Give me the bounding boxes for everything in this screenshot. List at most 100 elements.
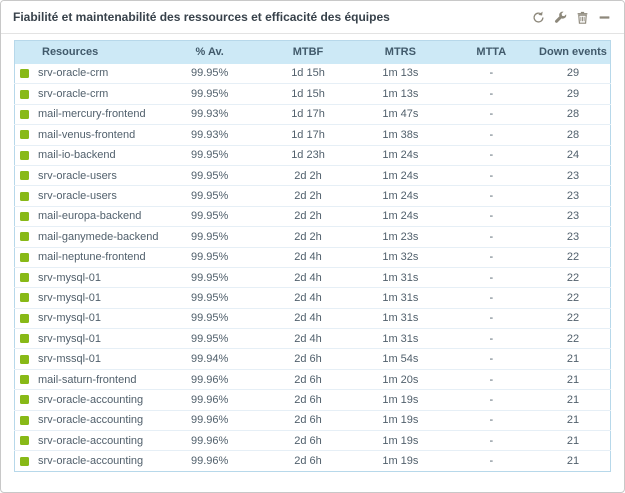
- name-cell: srv-oracle-users: [14, 185, 158, 207]
- resource-name: srv-oracle-accounting: [38, 414, 144, 427]
- table-row[interactable]: srv-oracle-crm 99.95% 1d 15h 1m 13s -29: [14, 83, 611, 105]
- down_events-cell: 28: [535, 124, 611, 146]
- mtbf-cell: 2d 4h: [261, 247, 355, 268]
- delete-button[interactable]: [575, 10, 589, 24]
- mtbf-cell: 2d 4h: [261, 308, 355, 330]
- availability-cell: 99.93%: [157, 124, 262, 146]
- table-row[interactable]: srv-oracle-users 99.95% 2d 2h 1m 24s -23: [14, 185, 611, 207]
- availability-cell: 99.95%: [157, 267, 262, 289]
- mtrs-cell: 1m 19s: [354, 389, 447, 411]
- down_events-cell: 23: [535, 226, 611, 248]
- availability-cell: 99.95%: [157, 83, 262, 105]
- down_events-cell: 22: [535, 247, 611, 268]
- table-row[interactable]: mail-europa-backend 99.95% 2d 2h 1m 24s -23: [14, 206, 611, 228]
- mtrs-cell: 1m 38s: [354, 124, 447, 146]
- resource-name: srv-oracle-crm: [38, 67, 109, 80]
- table-row[interactable]: srv-oracle-accounting 99.96% 2d 6h 1m 19s -2…: [14, 389, 611, 411]
- resources-table-wrap: Resources% Av. MTBF MTRS MTTA Down events sr…: [14, 40, 611, 472]
- status-ok-icon: [20, 375, 29, 385]
- resource-name: mail-saturn-frontend: [38, 373, 137, 386]
- resource-name: mail-mercury-frontend: [38, 108, 146, 121]
- name-cell: srv-oracle-crm: [14, 63, 158, 85]
- resource-name: mail-neptune-frontend: [38, 251, 146, 264]
- resource-name: srv-mysql-01: [38, 312, 101, 325]
- mtbf-cell: 1d 17h: [261, 104, 355, 126]
- availability-cell: 99.95%: [157, 63, 262, 85]
- mtrs-cell: 1m 31s: [354, 267, 447, 289]
- table-row[interactable]: srv-mysql-01 99.95% 2d 4h 1m 31s -22: [14, 308, 611, 330]
- mtta-cell: -: [446, 226, 536, 248]
- resource-name: mail-venus-frontend: [38, 128, 136, 141]
- name-cell: srv-oracle-accounting: [14, 410, 158, 432]
- mtrs-cell: 1m 19s: [354, 430, 447, 452]
- table-row[interactable]: srv-oracle-crm 99.95% 1d 15h 1m 13s -29: [14, 63, 611, 85]
- mtta-cell: -: [446, 348, 536, 370]
- down_events-cell: 22: [535, 267, 611, 289]
- mtta-cell: -: [446, 247, 536, 268]
- mtbf-cell: 2d 6h: [261, 430, 355, 452]
- availability-cell: 99.95%: [157, 287, 262, 309]
- mtrs-cell: 1m 19s: [354, 410, 447, 432]
- down_events-cell: 29: [535, 83, 611, 105]
- mtrs-cell: 1m 23s: [354, 226, 447, 248]
- mtrs-cell: 1m 24s: [354, 165, 447, 187]
- mtrs-cell: 1m 32s: [354, 247, 447, 268]
- availability-cell: 99.96%: [157, 410, 262, 432]
- mtbf-cell: 1d 15h: [261, 83, 355, 105]
- table-row[interactable]: mail-ganymede-backend 99.95% 2d 2h 1m 23s -2…: [14, 226, 611, 248]
- table-row[interactable]: mail-io-backend 99.95% 1d 23h 1m 24s -24: [14, 145, 611, 166]
- down_events-cell: 21: [535, 369, 611, 391]
- mtta-cell: -: [446, 145, 536, 166]
- name-cell: mail-io-backend: [14, 145, 158, 166]
- column-header-name: Resources: [14, 40, 158, 64]
- mtrs-cell: 1m 31s: [354, 287, 447, 309]
- down_events-cell: 22: [535, 328, 611, 350]
- availability-cell: 99.95%: [157, 165, 262, 187]
- mtbf-cell: 2d 2h: [261, 165, 355, 187]
- resource-name: srv-mysql-01: [38, 291, 101, 304]
- status-ok-icon: [20, 293, 29, 303]
- mtrs-cell: 1m 20s: [354, 369, 447, 391]
- configure-button[interactable]: [553, 10, 567, 24]
- table-row[interactable]: mail-saturn-frontend 99.96% 2d 6h 1m 20s -21: [14, 369, 611, 391]
- table-row[interactable]: mail-venus-frontend 99.93% 1d 17h 1m 38s -28: [14, 124, 611, 146]
- mtbf-cell: 2d 4h: [261, 287, 355, 309]
- mtbf-cell: 2d 4h: [261, 328, 355, 350]
- mtta-cell: -: [489, 455, 494, 468]
- column-header-down_events: Down events: [535, 40, 611, 64]
- availability-cell: 99.95%: [157, 145, 262, 166]
- resource-name: srv-oracle-accounting: [38, 434, 144, 447]
- name-cell: srv-mysql-01: [14, 328, 158, 350]
- table-row[interactable]: mail-mercury-frontend 99.93% 1d 17h 1m 47s -…: [14, 104, 611, 126]
- table-row[interactable]: srv-oracle-accounting 99.96% 2d 6h 1m 19s -2…: [14, 410, 611, 432]
- table-row[interactable]: srv-mysql-01 99.95% 2d 4h 1m 31s -22: [14, 267, 611, 289]
- table-row[interactable]: srv-oracle-users 99.95% 2d 2h 1m 24s -23: [14, 165, 611, 187]
- table-row[interactable]: srv-mysql-01 99.95% 2d 4h 1m 31s -22: [14, 328, 611, 350]
- table-row[interactable]: srv-oracle-accounting 99.96% 2d 6h 1m 19s -2…: [14, 430, 611, 452]
- name-cell: srv-mysql-01: [14, 287, 158, 309]
- status-ok-icon: [20, 354, 29, 364]
- down_events-cell: 22: [535, 308, 611, 330]
- widget-header: Fiabilité et maintenabilité des ressourc…: [1, 1, 624, 34]
- mtta-cell: -: [446, 287, 536, 309]
- table-row[interactable]: srv-mysql-01 99.95% 2d 4h 1m 31s -22: [14, 287, 611, 309]
- table-row[interactable]: srv-oracle-accounting 99.96% 2d 6h 1m 19s -2…: [15, 451, 611, 471]
- refresh-button[interactable]: [531, 10, 545, 24]
- table-row[interactable]: mail-neptune-frontend 99.95% 2d 4h 1m 32s -2…: [14, 247, 611, 268]
- availability-cell: 99.95%: [157, 206, 262, 228]
- resource-name: srv-mysql-01: [38, 332, 101, 345]
- mtta-cell: -: [446, 185, 536, 207]
- refresh-icon: [532, 11, 544, 23]
- name-cell: srv-mssql-01: [14, 348, 158, 370]
- trash-icon: [577, 11, 587, 24]
- table-row[interactable]: srv-mssql-01 99.94% 2d 6h 1m 54s -21: [14, 348, 611, 370]
- mtrs-cell: 1m 19s: [382, 455, 419, 468]
- status-ok-icon: [20, 89, 29, 99]
- down_events-cell: 23: [535, 185, 611, 207]
- availability-cell: 99.96%: [157, 430, 262, 452]
- status-ok-icon: [20, 150, 29, 160]
- mtbf-cell: 2d 2h: [261, 206, 355, 228]
- column-header-mtrs: MTRS: [354, 40, 447, 64]
- collapse-button[interactable]: [597, 10, 611, 24]
